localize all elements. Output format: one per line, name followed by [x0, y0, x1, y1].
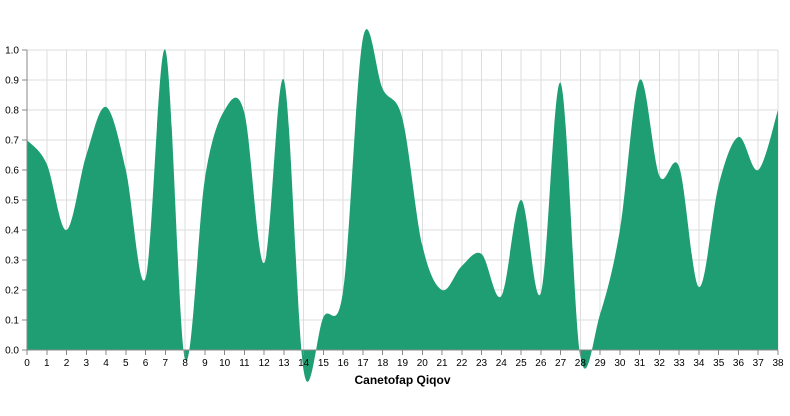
y-tick-label: 1.0	[5, 46, 19, 57]
x-tick-label: 30	[614, 358, 626, 369]
y-tick-label: 0.8	[5, 106, 19, 117]
x-tick-label: 17	[357, 358, 369, 369]
x-tick-label: 12	[259, 358, 271, 369]
x-tick-label: 28	[575, 358, 587, 369]
x-tick-label: 38	[772, 358, 784, 369]
x-tick-label: 25	[516, 358, 528, 369]
x-tick-label: 29	[595, 358, 607, 369]
x-tick-label: 36	[733, 358, 745, 369]
x-tick-label: 2	[64, 358, 70, 369]
x-tick-label: 26	[535, 358, 547, 369]
y-tick-label: 0.7	[5, 136, 19, 147]
x-tick-label: 13	[278, 358, 290, 369]
x-tick-label: 8	[182, 358, 188, 369]
x-tick-label: 4	[103, 358, 109, 369]
x-tick-label: 27	[555, 358, 567, 369]
y-tick-label: 0.1	[5, 316, 19, 327]
x-tick-label: 14	[298, 358, 310, 369]
x-tick-label: 23	[476, 358, 488, 369]
x-tick-label: 18	[377, 358, 389, 369]
x-tick-label: 10	[219, 358, 231, 369]
x-tick-label: 16	[338, 358, 350, 369]
y-tick-label: 0.6	[5, 166, 19, 177]
y-tick-label: 0.0	[5, 346, 19, 357]
x-tick-label: 21	[436, 358, 448, 369]
x-tick-label: 15	[318, 358, 330, 369]
x-axis-title: Canetofap Qiqov	[354, 373, 450, 387]
x-tick-label: 32	[654, 358, 666, 369]
y-tick-label: 0.5	[5, 196, 19, 207]
x-tick-label: 31	[634, 358, 646, 369]
x-tick-label: 37	[753, 358, 765, 369]
x-tick-label: 22	[456, 358, 468, 369]
y-tick-label: 0.9	[5, 76, 19, 87]
x-tick-label: 34	[693, 358, 705, 369]
x-tick-label: 19	[397, 358, 409, 369]
x-tick-label: 7	[163, 358, 169, 369]
x-tick-label: 9	[202, 358, 208, 369]
y-tick-label: 0.3	[5, 256, 19, 267]
x-tick-label: 35	[713, 358, 725, 369]
y-tick-label: 0.2	[5, 286, 19, 297]
x-tick-label: 0	[24, 358, 30, 369]
x-tick-label: 11	[239, 358, 250, 369]
x-tick-label: 6	[143, 358, 149, 369]
x-tick-label: 24	[496, 358, 508, 369]
x-tick-label: 1	[44, 358, 50, 369]
x-tick-label: 20	[417, 358, 429, 369]
x-tick-label: 5	[123, 358, 129, 369]
x-tick-label: 3	[84, 358, 90, 369]
y-tick-label: 0.4	[5, 226, 19, 237]
x-tick-label: 33	[674, 358, 686, 369]
